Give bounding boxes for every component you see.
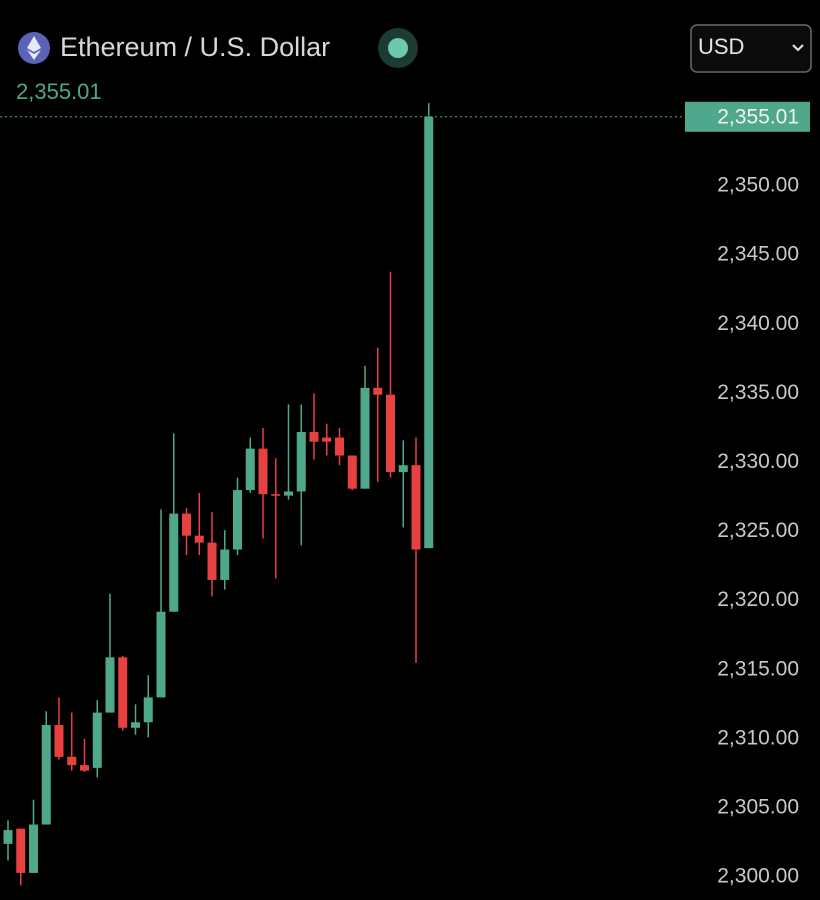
candle-body bbox=[156, 611, 166, 698]
y-tick-label: 2,305.00 bbox=[717, 796, 799, 819]
candle-body bbox=[92, 712, 102, 768]
y-tick-label: 2,300.00 bbox=[717, 865, 799, 888]
candle-body bbox=[118, 657, 128, 728]
dropdown-arrow[interactable] bbox=[792, 44, 804, 52]
candle-body bbox=[220, 549, 230, 580]
candle-body bbox=[258, 448, 268, 495]
live-indicator bbox=[388, 38, 408, 58]
chart-title: Ethereum / U.S. Dollar bbox=[60, 32, 330, 62]
candle-body bbox=[143, 697, 153, 723]
eth-logo bbox=[27, 36, 41, 60]
candle-body bbox=[424, 116, 434, 549]
last-price: 2,355.01 bbox=[16, 79, 102, 104]
candle-body bbox=[194, 535, 204, 543]
candle-body bbox=[54, 725, 64, 757]
y-tick-label: 2,330.00 bbox=[717, 450, 799, 473]
y-tick-label: 2,320.00 bbox=[717, 588, 799, 611]
candle-body bbox=[360, 387, 370, 489]
plot-area bbox=[3, 103, 434, 886]
candle-body bbox=[398, 465, 408, 473]
candle-body bbox=[411, 465, 421, 550]
candle-body bbox=[169, 513, 179, 612]
y-tick-label: 2,345.00 bbox=[717, 243, 799, 266]
candle-body bbox=[131, 722, 140, 728]
candle-body bbox=[386, 394, 395, 473]
candle-body bbox=[16, 828, 26, 873]
candle-body bbox=[309, 432, 319, 442]
candle-body bbox=[3, 830, 13, 844]
last-price-tag bbox=[685, 101, 810, 132]
candle-body bbox=[41, 725, 51, 825]
candle-body bbox=[245, 448, 255, 491]
candle-body bbox=[373, 387, 383, 395]
candle-body bbox=[29, 824, 38, 873]
candle-body bbox=[207, 542, 217, 580]
candle-body bbox=[67, 756, 77, 766]
candle-body bbox=[296, 432, 306, 492]
currency-select-box[interactable] bbox=[690, 24, 812, 73]
last-price-tag-label: 2,355.01 bbox=[717, 105, 799, 128]
y-tick-label: 2,335.00 bbox=[717, 381, 799, 404]
currency-select-label[interactable]: USD bbox=[698, 34, 744, 59]
y-tick-label: 2,340.00 bbox=[717, 312, 799, 335]
y-tick-label: 2,325.00 bbox=[717, 519, 799, 542]
candle-body bbox=[335, 437, 344, 456]
y-tick-label: 2,310.00 bbox=[717, 726, 799, 749]
candle-body bbox=[105, 657, 115, 713]
currency-select[interactable]: USD bbox=[690, 24, 812, 73]
candle-body bbox=[182, 513, 191, 536]
candle-body bbox=[322, 437, 332, 442]
y-tick-label: 2,350.00 bbox=[717, 174, 799, 197]
candle-body bbox=[233, 490, 242, 550]
candle-body bbox=[347, 455, 357, 489]
candle-body bbox=[80, 765, 89, 771]
candle-body bbox=[284, 491, 293, 496]
y-tick-label: 2,315.00 bbox=[717, 657, 799, 680]
candle-body bbox=[271, 494, 281, 496]
